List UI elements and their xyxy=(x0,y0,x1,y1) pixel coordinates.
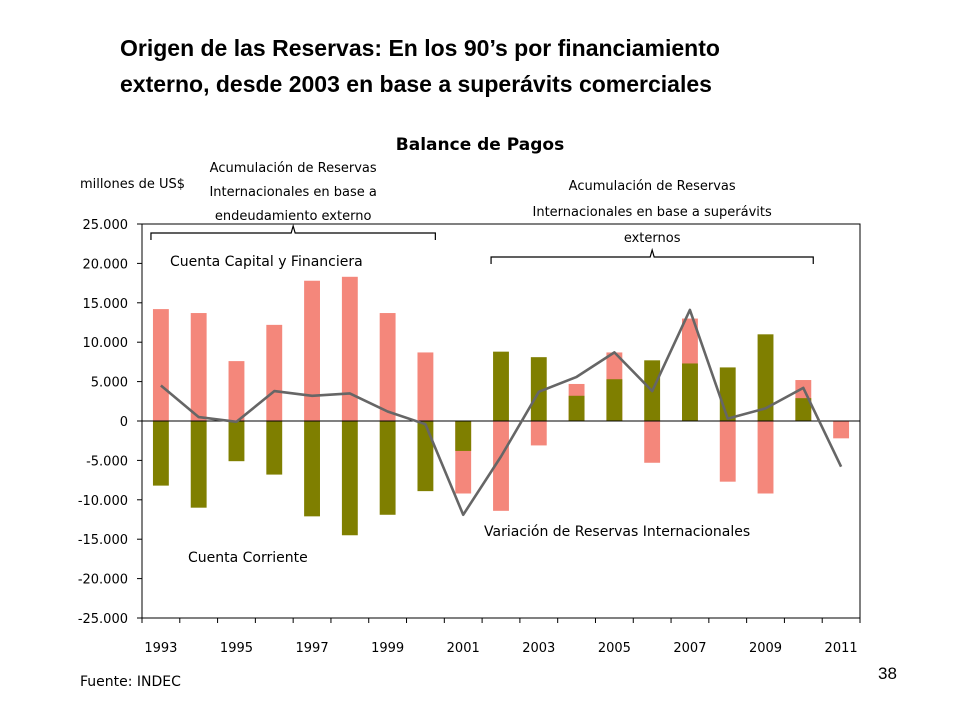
y-axis-unit-label: millones de US$ xyxy=(80,177,185,192)
y-tick-label: 0 xyxy=(120,415,128,430)
current-account-bar xyxy=(757,334,774,421)
x-tick-label: 1993 xyxy=(144,641,177,656)
x-tick-label: 2009 xyxy=(749,641,782,656)
capital-financial-bar xyxy=(530,421,547,446)
y-tick-label: -10.000 xyxy=(78,494,128,509)
y-tick-label: 25.000 xyxy=(83,218,129,233)
x-tick-label: 1995 xyxy=(220,641,253,656)
capital-financial-bar xyxy=(190,313,207,421)
y-tick-label: -5.000 xyxy=(86,454,128,469)
current-account-bar xyxy=(341,421,358,536)
current-account-bar xyxy=(190,421,207,508)
plot-area: 25.000 20.000 15.000 10.000 5.000 0 -5.000 -10.… xyxy=(78,161,861,656)
capital-financial-bar xyxy=(493,421,509,511)
capital-financial-bar xyxy=(719,421,736,482)
annotation-text-line: Acumulación de Reservas xyxy=(569,179,736,194)
annotation-text-line: Acumulación de Reservas xyxy=(210,161,377,176)
x-tick-label: 2001 xyxy=(447,641,480,656)
x-tick-label: 2005 xyxy=(598,641,631,656)
current-account-bar xyxy=(228,421,245,462)
series-label-reserves: Variación de Reservas Internacionales xyxy=(484,524,750,540)
series-label-capital-financial: Cuenta Capital y Financiera xyxy=(170,254,363,270)
x-tick-label: 2007 xyxy=(673,641,706,656)
current-account-bar xyxy=(795,398,812,421)
capital-financial-bar xyxy=(379,313,396,421)
slide-title-line-2: externo, desde 2003 en base a superávits… xyxy=(120,71,712,97)
series-label-current-account: Cuenta Corriente xyxy=(188,550,308,566)
y-tick-label: 20.000 xyxy=(83,257,129,272)
slide-title-line-1: Origen de las Reservas: En los 90’s por … xyxy=(120,35,720,61)
current-account-bar xyxy=(493,351,509,421)
capital-financial-bar xyxy=(644,421,661,463)
x-tick-label: 2011 xyxy=(825,641,858,656)
y-tick-label: 15.000 xyxy=(83,297,129,312)
capital-financial-bar xyxy=(228,361,245,421)
current-account-bar xyxy=(266,421,283,475)
y-tick-label: -20.000 xyxy=(78,573,128,588)
current-account-bar xyxy=(455,421,472,451)
x-tick-label: 1997 xyxy=(296,641,329,656)
annotation-text-line: externos xyxy=(624,231,681,246)
current-account-bar xyxy=(530,357,547,421)
annotation-text-line: Internacionales en base a xyxy=(209,185,376,200)
current-account-bar xyxy=(152,421,169,486)
page-number: 38 xyxy=(878,664,897,683)
current-account-bar xyxy=(682,363,698,421)
capital-financial-bar xyxy=(757,421,774,494)
capital-financial-bar xyxy=(833,421,850,439)
slide-title: Origen de las Reservas: En los 90’s por … xyxy=(120,30,920,102)
source-note: Fuente: INDEC xyxy=(80,674,181,690)
y-tick-label: 10.000 xyxy=(83,336,129,351)
y-tick-label: -25.000 xyxy=(78,612,128,627)
current-account-bar xyxy=(606,379,623,421)
capital-financial-bar xyxy=(417,352,434,421)
reserves-variation-line xyxy=(160,308,843,517)
current-account-bar xyxy=(379,421,396,515)
annotation-text-line: endeudamiento externo xyxy=(215,209,372,224)
capital-financial-bar xyxy=(266,324,283,421)
y-tick-label: 5.000 xyxy=(91,376,128,391)
capital-financial-bar xyxy=(341,276,358,421)
capital-financial-bar xyxy=(152,309,169,421)
annotation-bracket xyxy=(150,223,436,240)
annotation-bracket xyxy=(490,247,814,264)
capital-financial-bar xyxy=(304,280,320,421)
chart-title: Balance de Pagos xyxy=(396,135,564,155)
current-account-bar xyxy=(304,421,320,517)
current-account-bar xyxy=(417,421,434,492)
y-tick-label: -15.000 xyxy=(78,533,128,548)
annotation-text-line: Internacionales en base a superávits xyxy=(533,205,772,220)
current-account-bar xyxy=(568,395,585,421)
current-account-bar xyxy=(719,367,736,421)
x-tick-label: 2003 xyxy=(522,641,555,656)
x-tick-label: 1999 xyxy=(371,641,404,656)
